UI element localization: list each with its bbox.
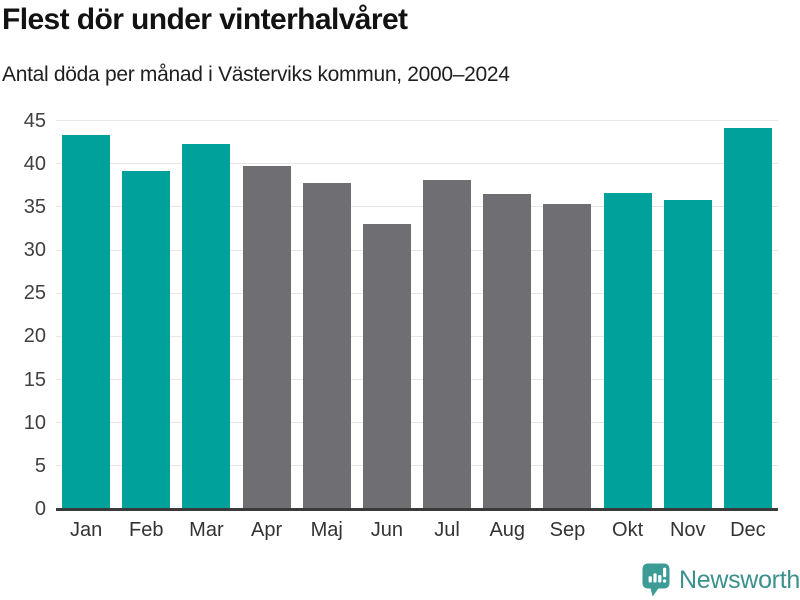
bar-maj <box>302 182 351 509</box>
x-tick-label-jun: Jun <box>370 519 404 541</box>
bar-aug <box>483 194 532 509</box>
bar-dec <box>723 128 772 509</box>
y-tick-label-40: 40 <box>23 152 46 175</box>
gridline-10 <box>56 422 778 424</box>
x-tick-label-sep: Sep <box>549 519 586 541</box>
x-tick-label-jul: Jul <box>434 519 460 541</box>
x-tick-label-maj: Maj <box>310 519 343 541</box>
newsworthy-brand-label: Newsworthy <box>679 566 800 594</box>
x-axis-line <box>56 507 778 511</box>
bar-mar <box>182 143 231 509</box>
x-tick-label-nov: Nov <box>669 519 706 541</box>
x-tick-label-okt: Okt <box>612 519 644 541</box>
bar-okt <box>603 193 652 509</box>
gridline-30 <box>56 249 778 251</box>
y-tick-label-45: 45 <box>23 109 46 132</box>
gridline-20 <box>56 335 778 337</box>
bar-jan <box>62 134 111 509</box>
chart-title: Flest dör under vinterhalvåret <box>2 3 408 36</box>
y-tick-label-30: 30 <box>23 239 46 262</box>
x-tick-label-mar: Mar <box>189 519 224 541</box>
bar-jul <box>423 180 472 509</box>
x-tick-label-apr: Apr <box>251 519 283 541</box>
bar-sep <box>543 203 592 509</box>
y-tick-label-5: 5 <box>34 454 46 477</box>
y-tick-label-15: 15 <box>23 368 46 391</box>
gridline-15 <box>56 379 778 381</box>
gridline-5 <box>56 465 778 467</box>
x-tick-label-aug: Aug <box>489 519 526 541</box>
x-tick-label-dec: Dec <box>730 519 766 541</box>
y-tick-label-10: 10 <box>23 411 46 434</box>
bar-feb <box>122 170 171 509</box>
bar-nov <box>663 200 712 509</box>
newsworthy-brand: Newsworthy <box>642 563 800 597</box>
gridline-40 <box>56 163 778 165</box>
gridline-25 <box>56 292 778 294</box>
gridline-35 <box>56 206 778 208</box>
y-tick-label-0: 0 <box>34 498 46 520</box>
y-tick-label-25: 25 <box>23 282 46 305</box>
x-tick-label-feb: Feb <box>129 519 164 541</box>
y-tick-label-20: 20 <box>23 325 46 348</box>
newsworthy-chart-bubble-icon <box>642 563 670 597</box>
bar-jun <box>362 224 411 509</box>
y-tick-label-35: 35 <box>23 195 46 218</box>
x-tick-label-jan: Jan <box>69 519 103 541</box>
chart-subtitle: Antal döda per månad i Västerviks kommun… <box>2 63 510 86</box>
gridline-45 <box>56 120 778 122</box>
bar-apr <box>242 166 291 509</box>
